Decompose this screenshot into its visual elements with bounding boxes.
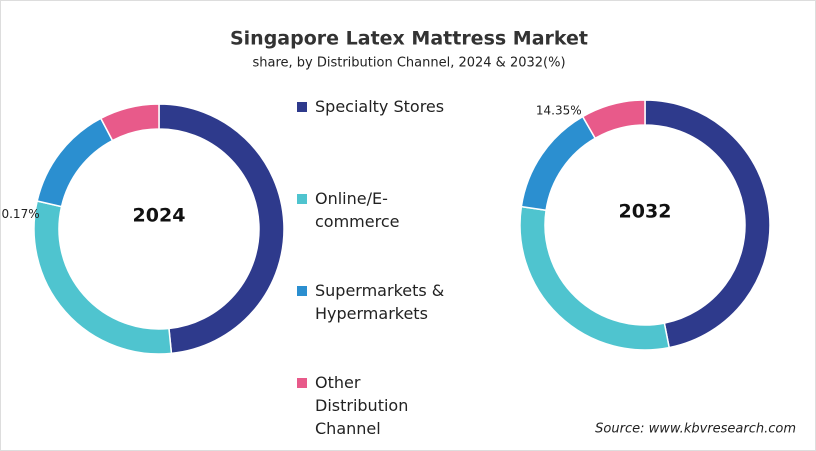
- legend-item: Supermarkets & Hypermarkets: [297, 279, 450, 371]
- source: Source: www.kbvresearch.com: [595, 422, 796, 437]
- center-label: 2032: [619, 201, 672, 223]
- data-label: 14.35%: [536, 103, 582, 117]
- donut-segment: [36, 117, 114, 208]
- donut-segment: [519, 205, 671, 351]
- legend-swatch: [297, 286, 307, 296]
- donut-segment: [581, 99, 646, 140]
- legend-swatch: [297, 378, 307, 388]
- legend-item: Online/E-commerce: [297, 187, 450, 279]
- data-label: 30.17%: [1, 207, 40, 221]
- chart-subtitle: share, by Distribution Channel, 2024 & 2…: [252, 56, 565, 71]
- center-label: 2024: [133, 205, 186, 227]
- chart-title: Singapore Latex Mattress Market: [230, 28, 588, 50]
- legend-label: Supermarkets & Hypermarkets: [315, 281, 445, 323]
- legend: Specialty Stores Online/E-commerce Superma…: [297, 95, 477, 450]
- donut-segment: [520, 115, 597, 212]
- donut-segment: [158, 103, 285, 355]
- legend-label: Other Distribution Channel: [315, 373, 409, 438]
- donut-segment: [644, 99, 771, 349]
- legend-label: Specialty Stores: [315, 97, 445, 116]
- legend-swatch: [297, 102, 307, 112]
- legend-item: Specialty Stores: [297, 95, 450, 187]
- legend-swatch: [297, 194, 307, 204]
- legend-item: Other Distribution Channel: [297, 371, 450, 450]
- legend-label: Online/E-commerce: [315, 189, 400, 231]
- donut-segment: [99, 103, 160, 142]
